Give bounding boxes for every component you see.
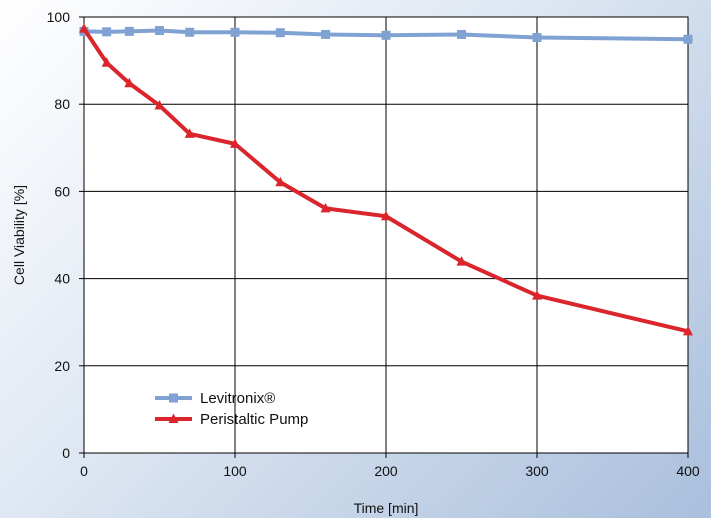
data-point: [79, 23, 89, 33]
legend-label: Levitronix®: [200, 390, 275, 407]
x-tick-label: 0: [80, 463, 88, 479]
legend-entry: Peristaltic Pump: [155, 411, 308, 428]
x-tick-label: 400: [676, 463, 700, 479]
data-point: [124, 26, 134, 36]
data-point: [321, 29, 331, 39]
data-point: [683, 325, 693, 336]
x-tick-label: 100: [223, 463, 247, 479]
y-tick-label: 40: [54, 271, 70, 287]
legend-swatch-marker: [168, 413, 179, 423]
legend-label: Peristaltic Pump: [200, 411, 308, 428]
data-point: [101, 57, 112, 67]
legend-swatch-marker: [169, 393, 178, 403]
y-tick-label: 60: [54, 183, 70, 199]
data-point: [230, 27, 240, 37]
data-point: [275, 176, 286, 187]
y-tick-label: 20: [54, 358, 70, 374]
data-point: [532, 290, 542, 300]
data-point: [457, 29, 466, 39]
data-point: [154, 100, 165, 110]
y-axis-label: Cell Viability [%]: [11, 185, 27, 285]
y-axis-ticks: 0 20 40 60 80 100: [47, 9, 84, 461]
y-tick-label: 0: [62, 445, 70, 461]
data-point: [456, 256, 467, 266]
legend: Levitronix® Peristaltic Pump: [155, 390, 308, 428]
data-point: [184, 128, 195, 138]
data-point: [381, 30, 391, 40]
data-point: [532, 32, 542, 42]
series-line: [82, 27, 689, 334]
data-point: [320, 202, 331, 213]
data-point: [275, 28, 285, 38]
data-point: [230, 138, 240, 148]
x-axis-ticks: 0 100 200 300 400: [80, 453, 700, 479]
data-point: [185, 27, 195, 37]
series-peristaltic-pump: [79, 23, 693, 336]
data-point: [102, 27, 112, 37]
x-tick-label: 200: [374, 463, 398, 479]
series-group: [79, 23, 693, 336]
data-point: [124, 77, 135, 88]
data-point: [381, 210, 391, 221]
data-point: [683, 34, 693, 44]
data-point: [155, 26, 164, 36]
x-axis-label: Time [min]: [354, 500, 419, 516]
y-tick-label: 100: [47, 9, 71, 25]
legend-entry: Levitronix®: [155, 390, 275, 407]
x-tick-label: 300: [525, 463, 549, 479]
y-tick-label: 80: [54, 96, 70, 112]
